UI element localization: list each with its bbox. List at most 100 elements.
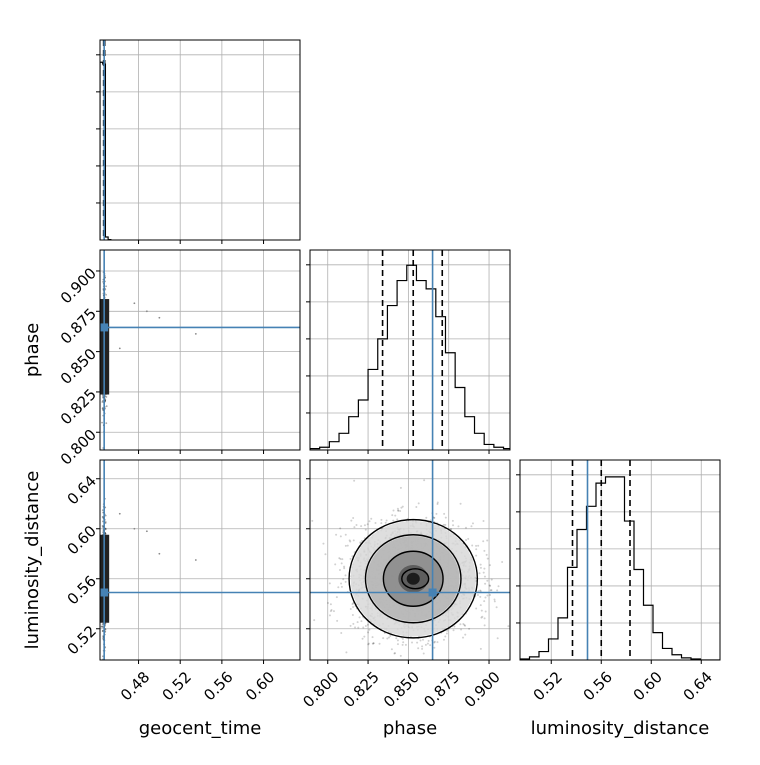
- panel-phase-luminosity_distance-sample-880: [423, 479, 426, 482]
- panel-phase-luminosity_distance-sample-711: [353, 479, 356, 482]
- panel-phase-luminosity_distance-sample-120: [495, 606, 498, 609]
- panel-phase-luminosity_distance-sample-1989: [421, 645, 424, 648]
- panel-phase-luminosity_distance-sample-1156: [399, 510, 402, 513]
- panel-geocent_time-phase-sample-444: [101, 421, 103, 424]
- xtick-label-geocent_time-0: 0.48: [117, 668, 153, 704]
- panel-phase-luminosity_distance-sample-2047: [344, 544, 347, 547]
- panel-phase-luminosity_distance-sample-1522: [479, 566, 482, 569]
- ytick-label-luminosity_distance-0: 0.52: [64, 622, 100, 658]
- panel-phase-luminosity_distance-content: [310, 460, 510, 666]
- panel-phase-luminosity_distance-sample-1672: [435, 512, 438, 515]
- panel-phase-luminosity_distance-sample-1860: [443, 512, 446, 515]
- panel-phase-luminosity_distance-sample-1151: [341, 558, 344, 561]
- ytick-label-phase-4: 0.900: [57, 264, 100, 307]
- panel-phase-luminosity_distance-sample-1001: [462, 622, 465, 625]
- hist-phase-frame: [309, 249, 511, 451]
- panel-geocent_time-phase-sample-571: [105, 285, 107, 288]
- panel-phase-luminosity_distance-sample-1274: [378, 642, 381, 645]
- panel-phase-luminosity_distance-sample-239: [351, 614, 354, 617]
- ylabel-phase: phase: [22, 323, 43, 377]
- hist-phase-step: [310, 264, 510, 450]
- panel-phase-luminosity_distance-sample-837: [402, 641, 405, 644]
- panel-phase-luminosity_distance-sample-1889: [360, 525, 363, 528]
- panel-phase-luminosity_distance-sample-1815: [475, 554, 478, 557]
- panel-phase-luminosity_distance-sample-404: [311, 519, 314, 522]
- panel-phase-luminosity_distance-sample-216: [340, 582, 343, 585]
- panel-phase-luminosity_distance-sample-1632: [489, 589, 492, 592]
- panel-phase-luminosity_distance-sample-25: [364, 528, 367, 531]
- panel-phase-luminosity_distance-sample-2072: [349, 540, 352, 543]
- panel-phase-luminosity_distance-sample-589: [339, 535, 342, 538]
- panel-phase-luminosity_distance-sample-1181: [460, 628, 463, 631]
- panel-phase-luminosity_distance-sample-157: [471, 522, 474, 525]
- panel-phase-luminosity_distance-sample-585: [442, 638, 445, 641]
- xtick-label-luminosity_distance-1: 0.56: [580, 668, 616, 704]
- panel-phase-luminosity_distance-sample-2021: [444, 516, 447, 519]
- panel-phase-luminosity_distance-sample-947: [396, 639, 399, 642]
- panel-phase-luminosity_distance-sample-445: [382, 637, 385, 640]
- panel-geocent_time-phase-truth-marker: [100, 323, 109, 332]
- panel-phase-luminosity_distance-sample-1150: [484, 610, 487, 613]
- panel-phase-luminosity_distance-sample-923: [483, 600, 486, 603]
- panel-phase-luminosity_distance-sample-1046: [415, 662, 417, 664]
- panel-phase-luminosity_distance-sample-461: [483, 549, 486, 552]
- panel-phase-luminosity_distance-sample-951: [483, 575, 486, 578]
- panel-phase-luminosity_distance-sample-1380: [371, 642, 374, 645]
- panel-geocent_time-luminosity_distance-truth-marker: [100, 588, 109, 597]
- panel-phase-luminosity_distance-sample-2165: [386, 637, 389, 640]
- panel-geocent_time-phase-frame: [99, 249, 301, 451]
- panel-phase-luminosity_distance-sample-1284: [368, 520, 371, 523]
- panel-phase-luminosity_distance-sample-479: [343, 567, 346, 570]
- panel-phase-luminosity_distance-sample-287: [334, 563, 337, 566]
- panel-phase-luminosity_distance-sample-727: [394, 514, 397, 517]
- panel-phase-luminosity_distance-sample-103: [497, 585, 500, 588]
- panel-phase-luminosity_distance-sample-1384: [422, 652, 425, 655]
- panel-phase-luminosity_distance-sample-146: [490, 589, 493, 592]
- panel-phase-luminosity_distance-sample-1978: [399, 654, 402, 657]
- hist-luminosity_distance-frame: [519, 459, 721, 661]
- panel-phase-luminosity_distance-sample-1816: [343, 565, 346, 568]
- panel-phase-luminosity_distance-sample-1728: [411, 641, 414, 644]
- panel-geocent_time-luminosity_distance-sample-20: [101, 629, 104, 632]
- panel-phase-luminosity_distance-sample-1146: [431, 661, 433, 663]
- panel-phase-luminosity_distance-sample-93: [471, 544, 474, 547]
- panel-phase-luminosity_distance-sample-1796: [465, 538, 468, 541]
- ytick-label-luminosity_distance-2: 0.60: [64, 522, 100, 558]
- panel-phase-luminosity_distance-sample-1044: [367, 631, 370, 634]
- panel-phase-luminosity_distance-sample-545: [367, 643, 370, 646]
- panel-phase-luminosity_distance-sample-557: [490, 578, 493, 581]
- panel-phase-luminosity_distance-sample-2359: [393, 652, 396, 655]
- panel-phase-luminosity_distance-sample-258: [401, 643, 404, 646]
- panel-phase-luminosity_distance-sample-1341: [482, 571, 485, 574]
- panel-phase-luminosity_distance-sample-1697: [349, 624, 352, 627]
- panel-geocent_time-luminosity_distance-outlier-0: [133, 527, 136, 530]
- panel-phase-luminosity_distance-sample-1104: [352, 539, 355, 542]
- panel-phase-luminosity_distance-sample-1822: [479, 563, 482, 566]
- panel-geocent_time-luminosity_distance-sample-269: [104, 532, 107, 535]
- ytick-label-phase-1: 0.825: [57, 385, 100, 428]
- panel-geocent_time-luminosity_distance-grid: [100, 460, 300, 660]
- panel-phase-luminosity_distance-sample-587: [475, 607, 478, 610]
- panel-phase-luminosity_distance-sample-854: [360, 539, 363, 542]
- panel-phase-luminosity_distance-sample-1170: [324, 553, 327, 556]
- panel-phase-luminosity_distance-sample-361: [355, 523, 358, 526]
- panel-phase-luminosity_distance-sample-2089: [450, 528, 453, 531]
- panel-geocent_time-phase-sample-196: [105, 405, 108, 408]
- panel-phase-luminosity_distance-sample-2163: [488, 564, 491, 567]
- xlabel-geocent_time: geocent_time: [139, 718, 262, 739]
- panel-phase-luminosity_distance-sample-1747: [422, 638, 425, 641]
- panel-geocent_time-phase-sample-314: [105, 422, 108, 425]
- panel-phase-luminosity_distance-sample-2095: [457, 525, 460, 528]
- panel-phase-luminosity_distance-sample-2030: [424, 643, 427, 646]
- panel-geocent_time-luminosity_distance-sample-502: [104, 622, 107, 625]
- panel-geocent_time-luminosity_distance-sample-396: [101, 625, 104, 628]
- panel-phase-luminosity_distance-sample-2175: [477, 544, 480, 547]
- panel-geocent_time-luminosity_distance-sample-138: [104, 522, 107, 525]
- panel-phase-luminosity_distance-sample-2223: [442, 523, 445, 526]
- panel-phase-luminosity_distance-sample-2292: [483, 567, 486, 570]
- panel-phase-luminosity_distance-sample-359: [361, 637, 364, 640]
- panel-phase-luminosity_distance-sample-1281: [431, 664, 433, 666]
- panel-geocent_time-luminosity_distance-sample-369: [100, 625, 103, 628]
- panel-geocent_time-phase-outlier-1: [158, 316, 161, 319]
- hist-geocent_time-frame: [99, 39, 301, 241]
